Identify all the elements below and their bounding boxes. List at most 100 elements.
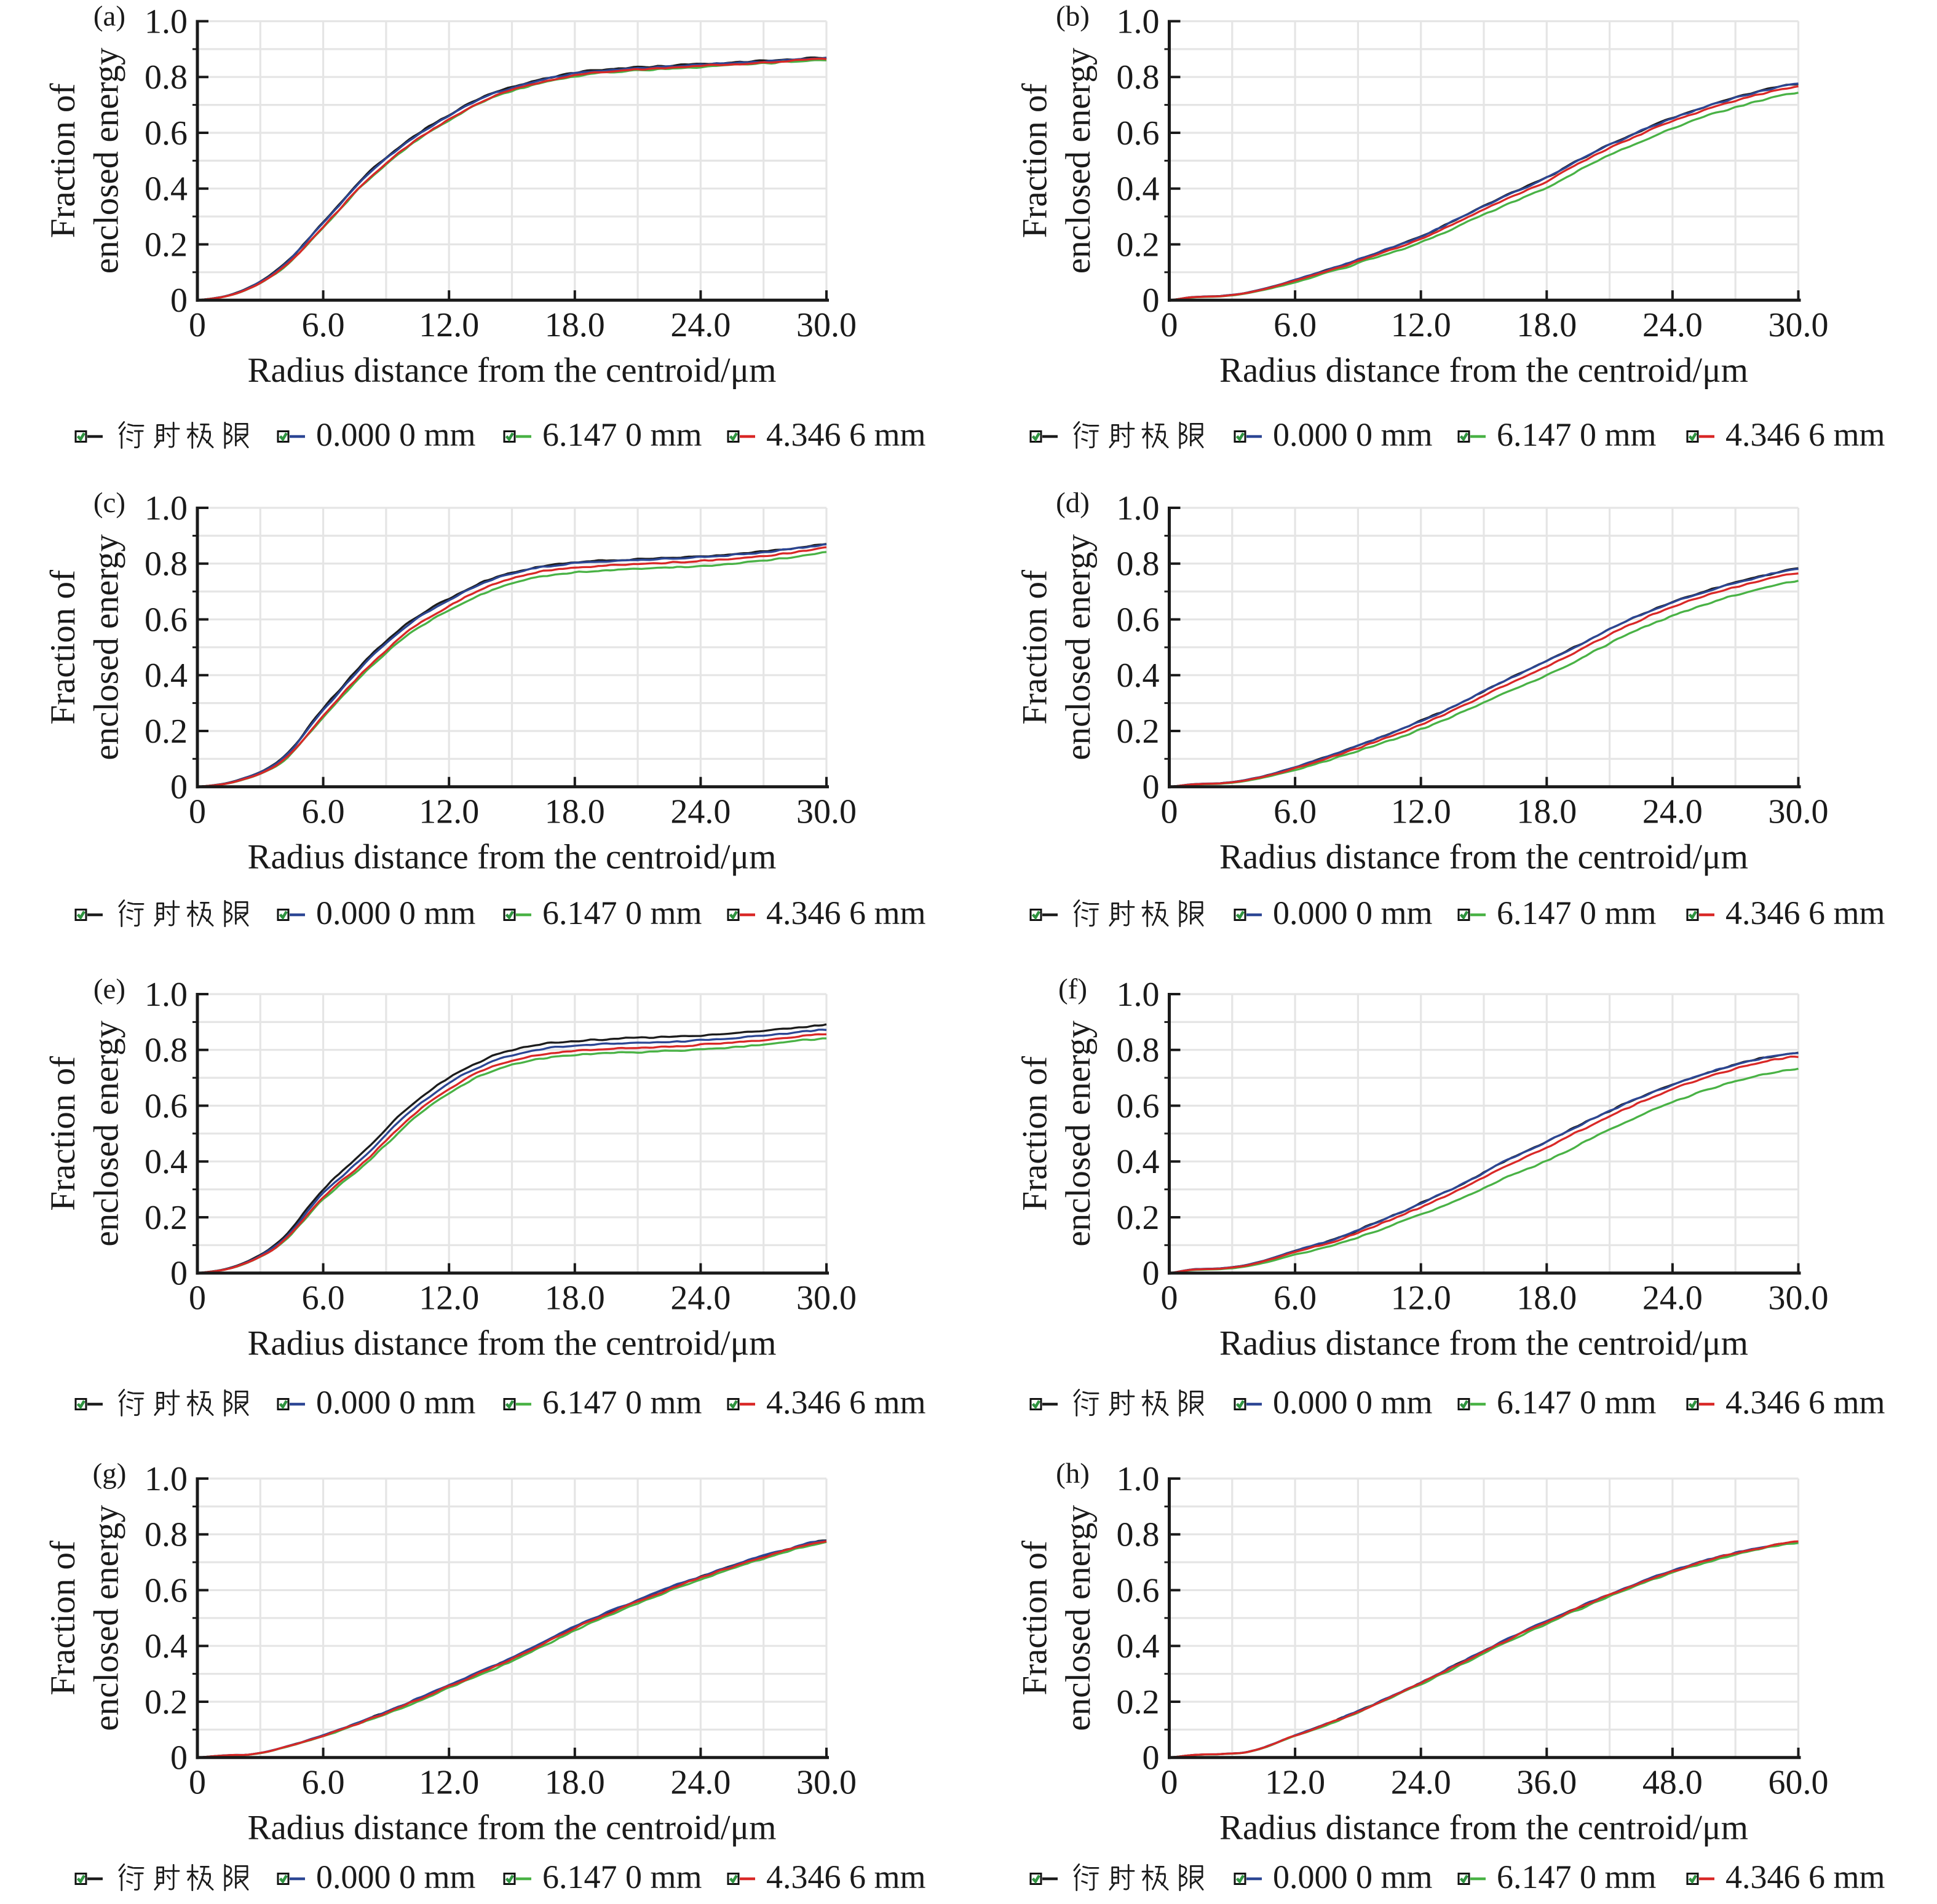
svg-text:0.8: 0.8 xyxy=(145,58,188,97)
svg-text:0: 0 xyxy=(189,1279,206,1317)
svg-text:Radius distance from the centr: Radius distance from the centroid/μm xyxy=(247,1809,776,1847)
svg-text:12.0: 12.0 xyxy=(419,1279,479,1317)
svg-text:0: 0 xyxy=(170,1739,188,1777)
svg-text:(c): (c) xyxy=(93,487,125,519)
svg-text:6.147 0 mm: 6.147 0 mm xyxy=(1497,1859,1657,1895)
svg-text:6.147 0 mm: 6.147 0 mm xyxy=(542,895,702,931)
svg-text:60.0: 60.0 xyxy=(1769,1764,1829,1802)
svg-text:30.0: 30.0 xyxy=(796,1764,857,1802)
svg-text:0: 0 xyxy=(189,793,206,831)
svg-text:0.4: 0.4 xyxy=(1117,1627,1160,1665)
svg-text:0.000 0 mm: 0.000 0 mm xyxy=(316,416,476,453)
svg-text:24.0: 24.0 xyxy=(670,793,731,831)
svg-text:Radius distance from the centr: Radius distance from the centroid/μm xyxy=(1219,838,1748,877)
svg-text:12.0: 12.0 xyxy=(419,793,479,831)
svg-text:12.0: 12.0 xyxy=(1265,1764,1325,1802)
svg-text:1.0: 1.0 xyxy=(1117,3,1160,41)
svg-text:0: 0 xyxy=(1161,1764,1178,1802)
svg-text:18.0: 18.0 xyxy=(1516,793,1577,831)
svg-text:0: 0 xyxy=(1143,1255,1160,1293)
svg-text:0.8: 0.8 xyxy=(1117,1032,1160,1070)
svg-text:4.346 6 mm: 4.346 6 mm xyxy=(766,1384,926,1421)
svg-text:Radius distance from the centr: Radius distance from the centroid/μm xyxy=(1219,1809,1748,1847)
svg-text:4.346 6 mm: 4.346 6 mm xyxy=(1725,895,1885,931)
svg-text:0: 0 xyxy=(189,1764,206,1802)
svg-text:0.4: 0.4 xyxy=(1117,657,1160,695)
svg-text:0.6: 0.6 xyxy=(1117,114,1160,152)
svg-text:6.0: 6.0 xyxy=(302,1279,345,1317)
svg-text:enclosed energy: enclosed energy xyxy=(1059,1504,1098,1731)
svg-text:4.346 6 mm: 4.346 6 mm xyxy=(766,895,926,931)
svg-text:4.346 6 mm: 4.346 6 mm xyxy=(1725,1859,1885,1895)
svg-text:0.000 0 mm: 0.000 0 mm xyxy=(1273,416,1433,453)
svg-text:24.0: 24.0 xyxy=(1642,793,1703,831)
svg-text:0.2: 0.2 xyxy=(1117,226,1160,264)
svg-text:18.0: 18.0 xyxy=(545,1279,605,1317)
svg-text:4.346 6 mm: 4.346 6 mm xyxy=(1725,1384,1885,1421)
svg-text:1.0: 1.0 xyxy=(145,3,188,41)
svg-text:0.000 0 mm: 0.000 0 mm xyxy=(1273,1384,1433,1421)
svg-text:0.000 0 mm: 0.000 0 mm xyxy=(1273,1859,1433,1895)
svg-text:0: 0 xyxy=(1161,793,1178,831)
svg-text:0.8: 0.8 xyxy=(1117,545,1160,583)
svg-text:1.0: 1.0 xyxy=(1117,1460,1160,1498)
svg-text:4.346 6 mm: 4.346 6 mm xyxy=(766,1859,926,1895)
svg-text:0.4: 0.4 xyxy=(1117,170,1160,208)
svg-text:24.0: 24.0 xyxy=(670,306,731,344)
svg-text:Fraction of: Fraction of xyxy=(1016,1056,1055,1211)
svg-text:Fraction of: Fraction of xyxy=(1016,1541,1055,1696)
svg-text:Fraction of: Fraction of xyxy=(44,84,82,239)
svg-text:24.0: 24.0 xyxy=(1642,1279,1703,1317)
svg-text:6.147 0 mm: 6.147 0 mm xyxy=(1497,895,1657,931)
svg-text:0.6: 0.6 xyxy=(145,601,188,639)
svg-text:18.0: 18.0 xyxy=(545,306,605,344)
svg-text:enclosed energy: enclosed energy xyxy=(87,1020,126,1246)
svg-text:0: 0 xyxy=(1143,282,1160,320)
svg-text:0.2: 0.2 xyxy=(145,1683,188,1721)
svg-text:Radius distance from the centr: Radius distance from the centroid/μm xyxy=(247,1324,776,1363)
svg-text:12.0: 12.0 xyxy=(1391,1279,1451,1317)
svg-text:0: 0 xyxy=(170,768,188,807)
svg-text:0.4: 0.4 xyxy=(145,657,188,695)
svg-text:6.147 0 mm: 6.147 0 mm xyxy=(1497,416,1657,453)
svg-text:24.0: 24.0 xyxy=(670,1279,731,1317)
svg-text:enclosed energy: enclosed energy xyxy=(87,47,126,274)
svg-text:0: 0 xyxy=(1161,1279,1178,1317)
svg-text:6.147 0 mm: 6.147 0 mm xyxy=(542,1384,702,1421)
svg-text:6.0: 6.0 xyxy=(1274,1279,1317,1317)
svg-text:1.0: 1.0 xyxy=(145,1460,188,1498)
svg-text:18.0: 18.0 xyxy=(1516,306,1577,344)
svg-text:0.6: 0.6 xyxy=(145,1088,188,1126)
svg-text:30.0: 30.0 xyxy=(796,306,857,344)
svg-text:(f): (f) xyxy=(1058,973,1087,1005)
svg-text:12.0: 12.0 xyxy=(1391,306,1451,344)
svg-text:enclosed energy: enclosed energy xyxy=(87,534,126,760)
svg-text:24.0: 24.0 xyxy=(1642,306,1703,344)
svg-text:0.2: 0.2 xyxy=(145,713,188,751)
svg-text:0.2: 0.2 xyxy=(1117,1683,1160,1721)
svg-text:6.0: 6.0 xyxy=(302,1764,345,1802)
svg-text:0.8: 0.8 xyxy=(145,1032,188,1070)
svg-text:24.0: 24.0 xyxy=(670,1764,731,1802)
svg-text:30.0: 30.0 xyxy=(796,793,857,831)
svg-text:Radius distance from the centr: Radius distance from the centroid/μm xyxy=(1219,1324,1748,1363)
svg-text:6.0: 6.0 xyxy=(302,306,345,344)
svg-text:0.000 0 mm: 0.000 0 mm xyxy=(316,895,476,931)
svg-text:4.346 6 mm: 4.346 6 mm xyxy=(1725,416,1885,453)
svg-text:18.0: 18.0 xyxy=(545,793,605,831)
svg-text:0: 0 xyxy=(1161,306,1178,344)
svg-text:30.0: 30.0 xyxy=(796,1279,857,1317)
svg-text:enclosed energy: enclosed energy xyxy=(1059,534,1098,760)
svg-text:0: 0 xyxy=(1143,1739,1160,1777)
svg-text:0: 0 xyxy=(1143,768,1160,807)
svg-text:1.0: 1.0 xyxy=(145,976,188,1014)
svg-text:(g): (g) xyxy=(93,1458,127,1490)
svg-text:12.0: 12.0 xyxy=(1391,793,1451,831)
svg-text:24.0: 24.0 xyxy=(1391,1764,1451,1802)
svg-text:6.147 0 mm: 6.147 0 mm xyxy=(542,416,702,453)
svg-text:6.0: 6.0 xyxy=(1274,306,1317,344)
svg-text:18.0: 18.0 xyxy=(545,1764,605,1802)
svg-text:enclosed energy: enclosed energy xyxy=(87,1504,126,1731)
svg-text:0.2: 0.2 xyxy=(145,226,188,264)
svg-text:0.6: 0.6 xyxy=(1117,601,1160,639)
